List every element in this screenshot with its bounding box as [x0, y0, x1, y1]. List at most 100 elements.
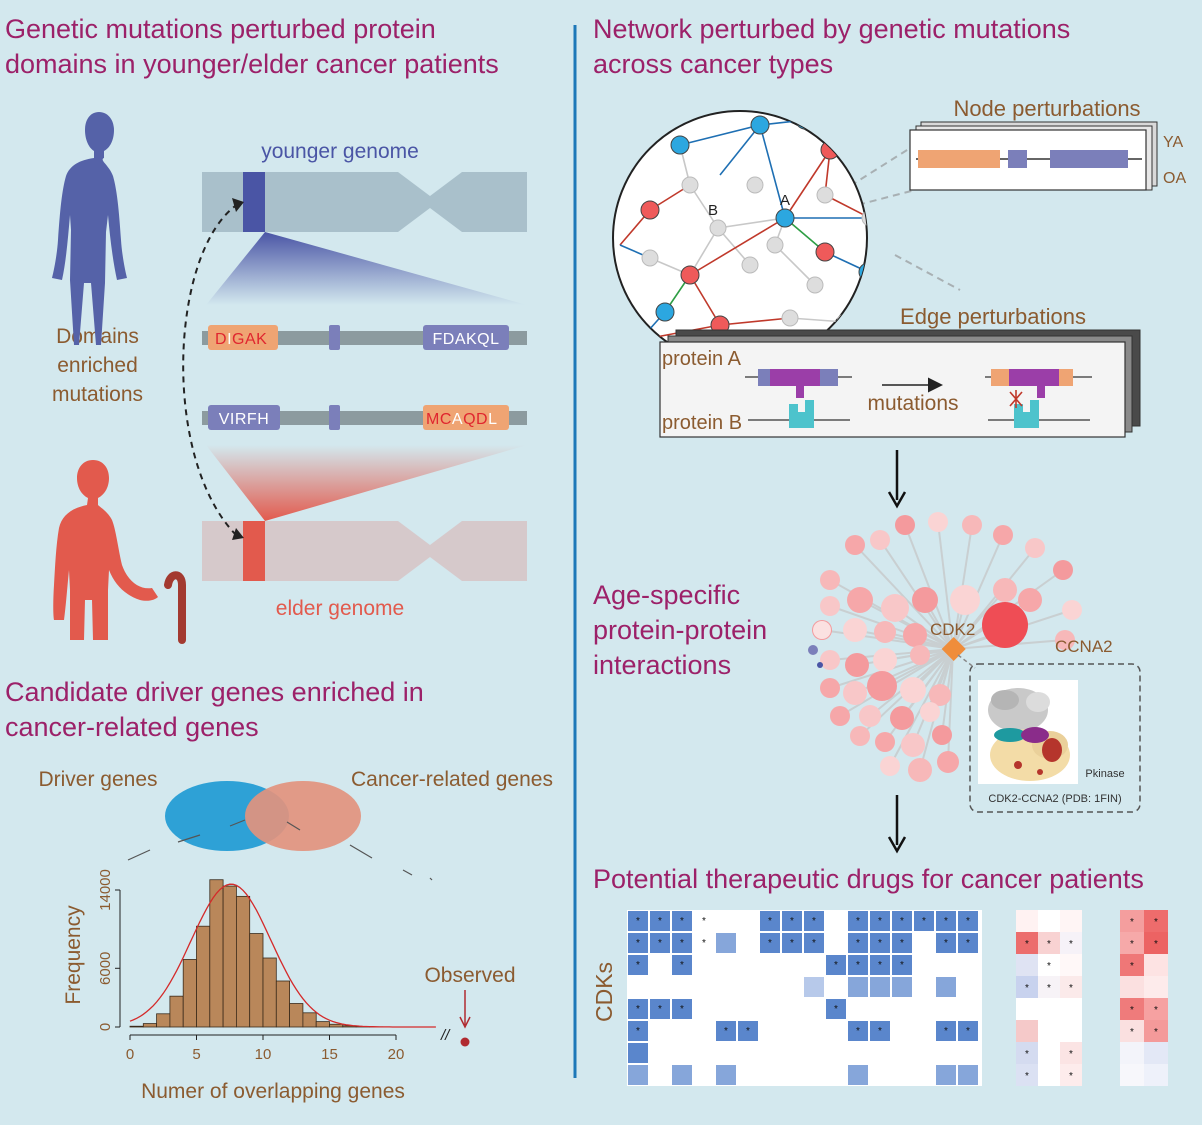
- venn-dash-3: [127, 849, 151, 861]
- y-tick-label: 14000: [97, 869, 114, 911]
- significance-star: *: [966, 916, 970, 927]
- significance-star: *: [1047, 961, 1051, 972]
- protein-b-binding-domain: [789, 400, 814, 428]
- significance-star: *: [658, 1004, 662, 1015]
- network-node: [875, 732, 895, 752]
- heatmap-cell: [628, 999, 648, 1019]
- panel-c-title-line1: Age-specific: [593, 580, 741, 610]
- significance-star: *: [636, 1026, 640, 1037]
- significance-star: *: [1130, 917, 1134, 928]
- network-node: [993, 578, 1017, 602]
- ccna2-label: CCNA2: [1055, 637, 1113, 656]
- node-a-label: A: [780, 192, 790, 209]
- seq-top-left: DIGAK: [215, 331, 267, 348]
- network-node: [845, 653, 869, 677]
- panel-b-title-line2: across cancer types: [593, 49, 834, 79]
- significance-star: *: [1025, 1071, 1029, 1082]
- network-node: [900, 677, 926, 703]
- domain-top-mid: [329, 325, 340, 350]
- significance-star: *: [636, 1004, 640, 1015]
- network-node: [910, 645, 930, 665]
- protein-a-left-domain1: [758, 369, 770, 386]
- protein-a-left-domain2: [820, 369, 838, 386]
- significance-star: *: [658, 916, 662, 927]
- node-domain-orange: [918, 150, 1000, 168]
- mutated-domain2: [1059, 369, 1073, 386]
- network-node: [820, 650, 840, 670]
- network-node: [847, 587, 873, 613]
- drug-heatmap-main: * * * * * * * * * * * * * * * * * * * * * * * * * * * * * * * * * * * * * * * *…: [627, 910, 982, 1086]
- heatmap-cell: [848, 1065, 868, 1085]
- histogram-bar: [262, 957, 277, 1028]
- significance-star: *: [856, 938, 860, 949]
- heatmap-cell: [936, 1065, 956, 1085]
- network-node: [859, 705, 881, 727]
- structure-inset-pointer: [957, 654, 976, 669]
- heatmap-cell: [848, 911, 868, 931]
- protein-a-binding-domain-mut: [1009, 369, 1059, 398]
- heatmap-cell: [892, 955, 912, 975]
- network-edge: [854, 544, 954, 650]
- significance-star: *: [680, 1004, 684, 1015]
- network-node: [1025, 538, 1045, 558]
- node-b-label: B: [708, 202, 718, 219]
- significance-star: *: [856, 960, 860, 971]
- x-tick-label: 5: [192, 1046, 200, 1063]
- edge-perturbations-label: Edge perturbations: [900, 304, 1086, 329]
- seq-bottom-left: VIRFH: [219, 411, 270, 428]
- elder-person-icon: [53, 460, 158, 640]
- drug-heatmap-small-2: * * * * * * * * *: [1120, 910, 1168, 1086]
- observed-label: Observed: [424, 964, 515, 987]
- network-node: [928, 512, 948, 532]
- network-node-small: [808, 645, 818, 655]
- node-domain-purple: [1050, 150, 1128, 168]
- significance-star: *: [680, 916, 684, 927]
- heatmap-cell: [1016, 954, 1038, 976]
- heatmap-cell: [1144, 954, 1168, 976]
- heatmap-cell: [1144, 1064, 1168, 1086]
- heatmap-cell: [848, 977, 868, 997]
- histogram-bar: [142, 1023, 158, 1028]
- histogram-bar: [302, 1012, 317, 1028]
- heatmap-cell: [848, 1021, 868, 1041]
- heatmap-cell: [1038, 932, 1060, 954]
- heatmap-cell: [914, 911, 934, 931]
- network-node: [870, 530, 890, 550]
- x-tick-label: 20: [388, 1046, 405, 1063]
- network-node: [1018, 588, 1042, 612]
- network-node: [850, 726, 870, 746]
- dashed-curve-arrow: [182, 203, 239, 538]
- network-node: [920, 702, 940, 722]
- significance-star: *: [1154, 1027, 1158, 1038]
- node-domain-small: [1008, 150, 1027, 168]
- network-edge: [952, 534, 1004, 650]
- heatmap-cell: [1120, 998, 1144, 1020]
- heatmap-cell: [958, 1021, 978, 1041]
- seq-bottom-right: MCAQDL: [426, 411, 497, 428]
- significance-star: *: [878, 960, 882, 971]
- arrowhead-up-icon: [232, 198, 244, 212]
- significance-star: *: [636, 938, 640, 949]
- significance-star: *: [658, 938, 662, 949]
- elder-domain-highlight: [243, 521, 265, 581]
- network-node: [929, 684, 951, 706]
- panel-c-title-line2: protein-protein: [593, 615, 768, 645]
- younger-domain-highlight: [243, 172, 265, 232]
- heatmap-cell: [870, 977, 890, 997]
- heatmap-cell: [1120, 1042, 1144, 1064]
- heatmap-cell: [892, 933, 912, 953]
- node-perturbations-label: Node perturbations: [953, 96, 1140, 121]
- heatmap-cell: [672, 933, 692, 953]
- histogram-bar: [249, 933, 264, 1028]
- significance-star: *: [1154, 1005, 1158, 1016]
- observed-arrow-icon: [459, 1016, 471, 1029]
- network-node: [903, 623, 927, 647]
- significance-star: *: [636, 916, 640, 927]
- heatmap-cell: [958, 911, 978, 931]
- network-node-small: [817, 662, 823, 668]
- heatmap-cell: [628, 1043, 648, 1063]
- significance-star: *: [1069, 939, 1073, 950]
- network-node: [937, 751, 959, 773]
- network-node: [950, 585, 980, 615]
- structure-caption: CDK2-CCNA2 (PDB: 1FIN): [988, 793, 1121, 805]
